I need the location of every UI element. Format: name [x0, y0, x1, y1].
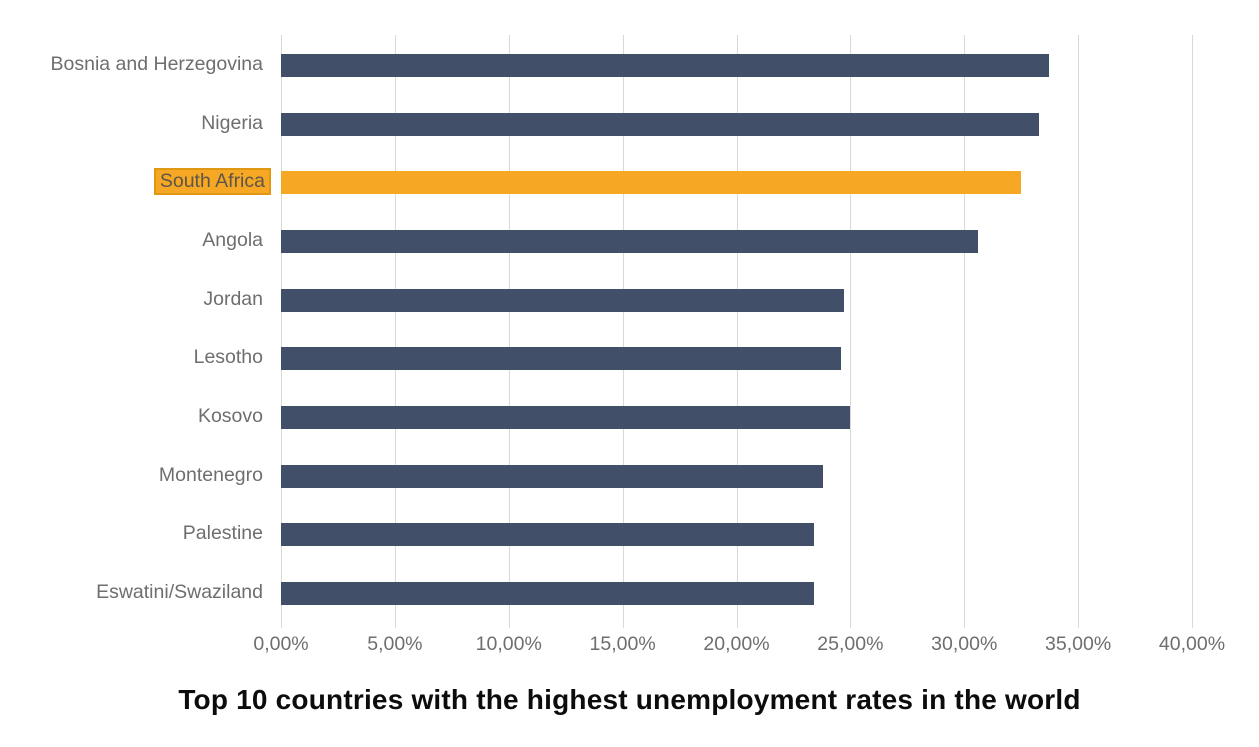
bars-layer	[281, 35, 1192, 622]
bar-angola	[281, 229, 978, 253]
value-axis: 0,00% 5,00% 10,00% 15,00% 20,00% 25,00% …	[253, 633, 1225, 659]
category-axis: Bosnia and Herzegovina Nigeria South Afr…	[0, 35, 271, 622]
tick-label-30pct: 30,00%	[931, 633, 998, 655]
gridline-20pct	[736, 35, 738, 628]
label-jordan: Jordan	[203, 287, 263, 310]
bar-palestine	[281, 523, 814, 547]
bar-nigeria	[281, 112, 1040, 136]
gridline-10pct	[508, 35, 510, 628]
label-bosnia-and-herzegovina: Bosnia and Herzegovina	[50, 52, 263, 75]
gridline-25pct	[850, 35, 852, 628]
row-south-africa	[281, 152, 1192, 211]
row-kosovo	[281, 387, 1192, 446]
row-bosnia-and-herzegovina	[281, 35, 1192, 94]
tick-label-20pct: 20,00%	[703, 633, 770, 655]
tick-label-25pct: 25,00%	[817, 633, 884, 655]
row-nigeria	[281, 94, 1192, 153]
row-lesotho	[281, 329, 1192, 388]
category-label: Eswatini/Swaziland	[0, 563, 263, 622]
label-lesotho: Lesotho	[193, 346, 263, 369]
row-eswatini-swaziland	[281, 563, 1192, 622]
label-montenegro: Montenegro	[158, 463, 263, 486]
chart-title: Top 10 countries with the highest unempl…	[178, 684, 1081, 715]
label-palestine: Palestine	[182, 522, 263, 545]
tick-label-0pct: 0,00%	[253, 633, 309, 655]
plot-area	[281, 35, 1193, 628]
bar-eswatini-swaziland	[281, 582, 814, 606]
bar-lesotho	[281, 347, 842, 371]
label-nigeria: Nigeria	[201, 111, 263, 134]
bar-kosovo	[281, 406, 851, 430]
label-angola: Angola	[202, 228, 263, 251]
category-label: Lesotho	[0, 329, 263, 388]
bar-south-africa	[281, 171, 1022, 195]
category-label: Montenegro	[0, 446, 263, 505]
label-kosovo: Kosovo	[197, 405, 263, 428]
category-label: Angola	[0, 211, 263, 270]
row-angola	[281, 211, 1192, 270]
gridline-15pct	[622, 35, 624, 628]
gridline-5pct	[394, 35, 396, 628]
gridline-35pct	[1078, 35, 1080, 628]
bar-montenegro	[281, 464, 824, 488]
category-label: Palestine	[0, 505, 263, 564]
category-label: Kosovo	[0, 387, 263, 446]
bar-bosnia-and-herzegovina	[281, 53, 1049, 77]
tick-label-10pct: 10,00%	[475, 633, 542, 655]
gridline-40pct	[1192, 35, 1193, 628]
category-label: Bosnia and Herzegovina	[0, 35, 263, 94]
row-palestine	[281, 505, 1192, 564]
gridline-30pct	[964, 35, 966, 628]
category-label: Nigeria	[0, 94, 263, 153]
tick-label-5pct: 5,00%	[367, 633, 423, 655]
gridline-0pct	[281, 35, 282, 628]
bar-jordan	[281, 288, 844, 312]
row-jordan	[281, 270, 1192, 329]
category-label: Jordan	[0, 270, 263, 329]
category-label: South Africa	[0, 152, 271, 211]
tick-label-40pct: 40,00%	[1158, 633, 1226, 655]
row-montenegro	[281, 446, 1192, 505]
tick-label-35pct: 35,00%	[1045, 633, 1112, 655]
label-south-africa-highlighted: South Africa	[153, 168, 271, 196]
tick-label-15pct: 15,00%	[589, 633, 656, 655]
label-eswatini-swaziland: Eswatini/Swaziland	[96, 581, 263, 604]
